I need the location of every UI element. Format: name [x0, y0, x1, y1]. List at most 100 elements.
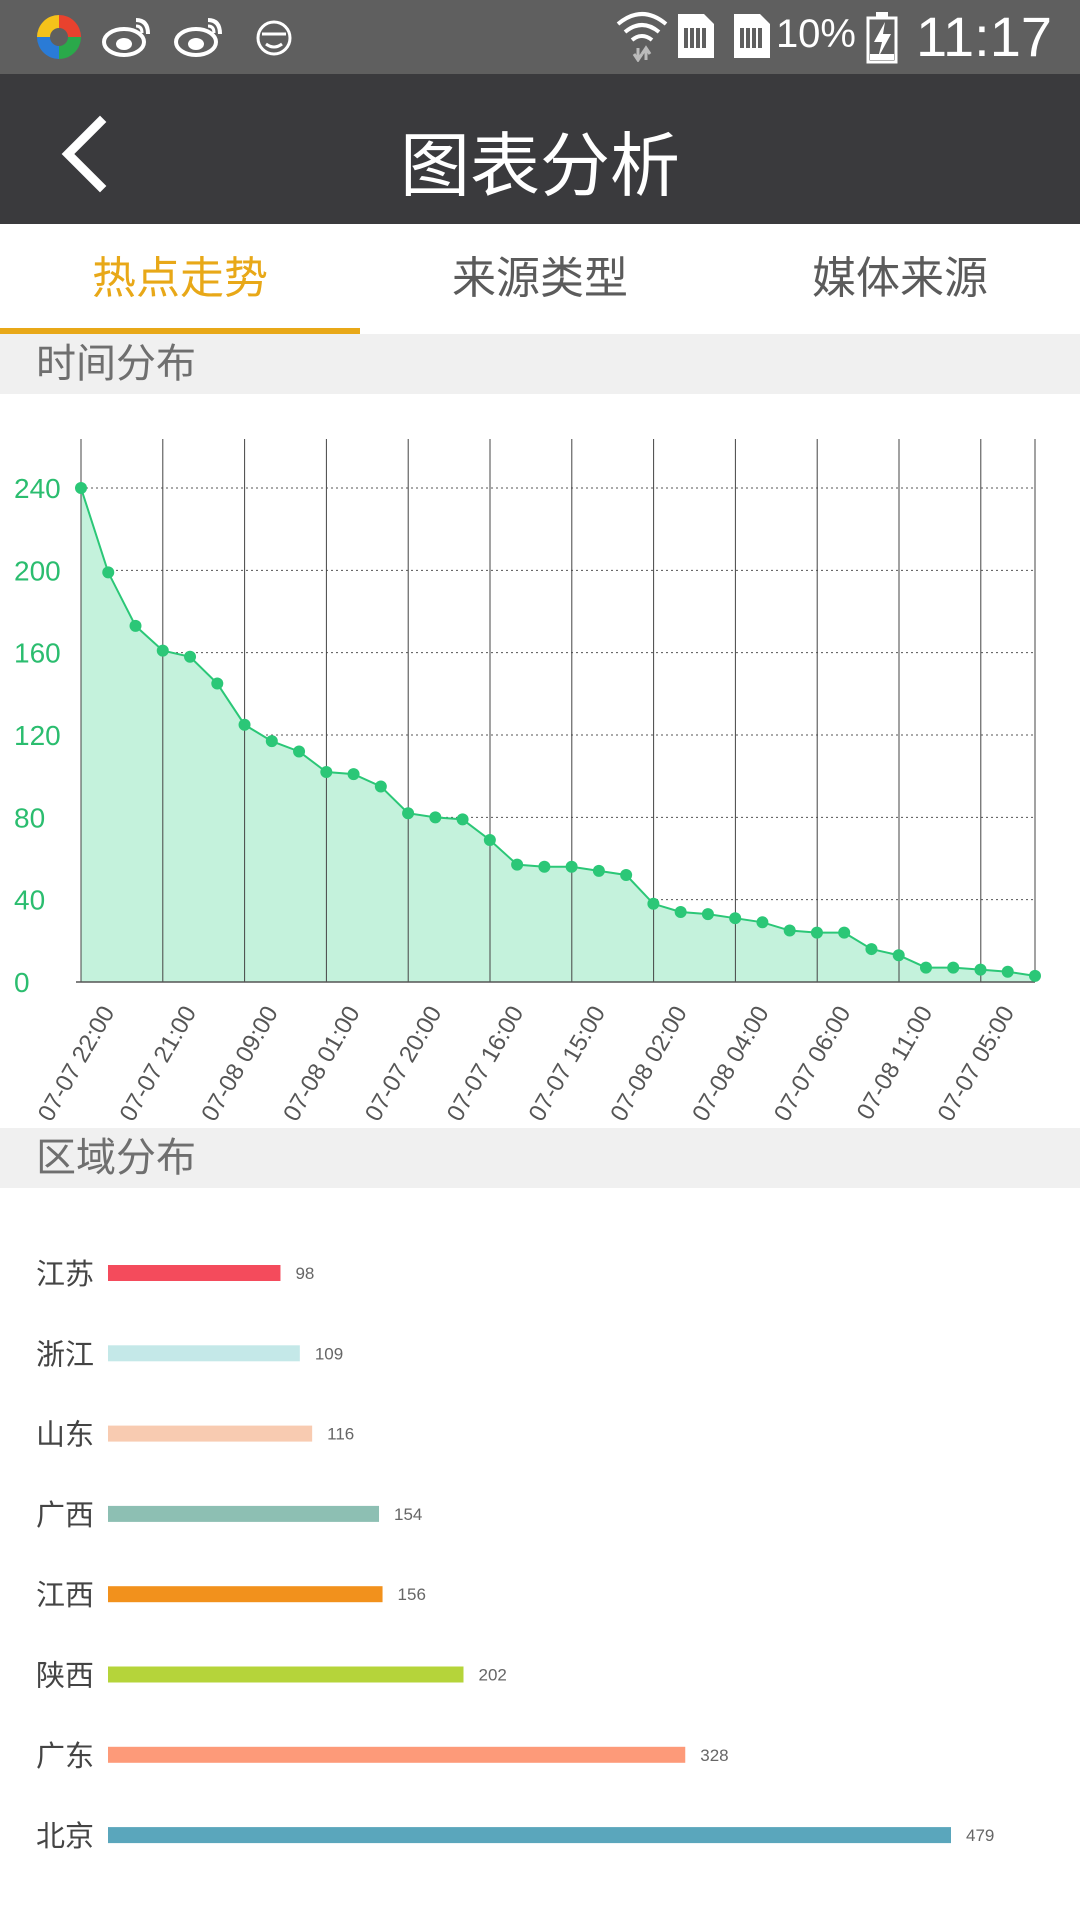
bar-value-label: 156: [398, 1585, 426, 1604]
x-tick-label: 07-07 20:00: [360, 1002, 447, 1126]
bar-category-label: 广西: [36, 1498, 94, 1532]
data-point: [374, 780, 387, 793]
section-header-time: 时间分布: [0, 334, 1080, 394]
data-point: [102, 566, 115, 579]
x-tick-label: 07-07 06:00: [769, 1002, 856, 1126]
data-point: [620, 868, 633, 881]
y-tick-label: 240: [14, 473, 61, 504]
bar-category-label: 浙江: [36, 1337, 94, 1371]
bar: [108, 1666, 464, 1683]
app-bar: 图表分析: [0, 74, 1080, 224]
area-fill: [81, 488, 1035, 982]
tab-bar: 热点走势 来源类型 媒体来源: [0, 224, 1080, 335]
bar-value-label: 98: [295, 1264, 314, 1283]
data-point: [511, 858, 524, 871]
x-tick-label: 07-08 09:00: [196, 1002, 283, 1126]
bar-category-label: 陕西: [36, 1659, 94, 1693]
data-point: [1029, 969, 1041, 982]
data-point: [565, 860, 578, 873]
data-point: [483, 833, 496, 846]
data-point: [838, 926, 851, 939]
x-tick-label: 07-08 04:00: [687, 1002, 774, 1126]
data-point: [592, 864, 605, 877]
bar: [108, 1505, 380, 1522]
data-point: [1001, 965, 1014, 978]
section-header-region: 区域分布: [0, 1128, 1080, 1188]
y-tick-label: 160: [14, 638, 61, 669]
weibo-icon: [174, 18, 222, 57]
bar: [108, 1345, 300, 1362]
data-point: [456, 813, 469, 826]
bar-category-label: 江西: [36, 1578, 94, 1612]
bar: [108, 1746, 686, 1763]
data-point: [75, 482, 87, 494]
bar-value-label: 109: [315, 1344, 343, 1363]
chevron-left-icon: [61, 115, 107, 193]
data-point: [701, 908, 714, 921]
bar-value-label: 154: [394, 1505, 422, 1524]
data-point: [810, 926, 823, 939]
bar-category-label: 广东: [36, 1739, 94, 1773]
data-point: [729, 912, 742, 925]
bar-value-label: 479: [966, 1826, 994, 1845]
data-point: [156, 644, 169, 657]
bar: [108, 1827, 951, 1844]
data-point: [320, 766, 333, 779]
data-point: [347, 768, 360, 781]
data-point: [974, 963, 987, 976]
y-tick-label: 80: [14, 802, 45, 833]
page-title: 图表分析: [400, 125, 680, 207]
data-point: [184, 650, 197, 663]
bar: [108, 1265, 281, 1281]
bar: [108, 1425, 313, 1442]
bar-value-label: 328: [700, 1746, 728, 1765]
data-point: [211, 677, 224, 690]
x-tick-label: 07-07 22:00: [33, 1002, 120, 1126]
battery-percent: 10%: [775, 12, 856, 56]
x-tick-label: 07-07 15:00: [524, 1002, 611, 1126]
data-point: [947, 961, 960, 974]
wifi-icon: [616, 12, 668, 62]
data-point: [129, 619, 142, 632]
y-tick-label: 120: [14, 720, 61, 751]
bar: [108, 1586, 383, 1603]
tab-indicator: [0, 328, 360, 334]
status-bar: 10% 11:17: [0, 0, 1080, 74]
app-icon: [37, 15, 81, 59]
data-point: [892, 949, 905, 962]
data-point: [919, 961, 932, 974]
sim-icon: [734, 14, 770, 58]
y-tick-label: 200: [14, 555, 61, 586]
y-tick-label: 0: [14, 967, 30, 998]
tab-hot-trend[interactable]: 热点走势: [92, 253, 268, 304]
back-button[interactable]: [50, 114, 120, 194]
region-distribution-chart: 江苏 98 浙江 109 山东 116 广西 154 江西 156 陕西 202 广东 328 北京 479: [36, 1257, 994, 1853]
battery-charging-icon: [866, 12, 898, 64]
bar-category-label: 山东: [36, 1418, 94, 1452]
data-point: [238, 718, 251, 731]
bar-category-label: 北京: [36, 1819, 94, 1853]
weibo-icon: [102, 18, 150, 57]
data-point: [674, 906, 687, 919]
tab-source-type[interactable]: 来源类型: [452, 253, 628, 304]
x-tick-label: 07-08 01:00: [278, 1002, 365, 1126]
data-point: [647, 897, 660, 910]
data-point: [429, 811, 442, 824]
y-tick-label: 40: [14, 885, 45, 916]
bar-category-label: 江苏: [36, 1257, 94, 1291]
x-tick-label: 07-08 11:00: [852, 1002, 939, 1125]
x-tick-label: 07-07 21:00: [115, 1002, 202, 1126]
data-point: [865, 943, 878, 956]
sim-icon: [678, 14, 714, 58]
data-point: [756, 916, 769, 929]
data-point: [783, 924, 796, 937]
data-point: [538, 860, 551, 873]
x-tick-label: 07-07 16:00: [442, 1002, 529, 1126]
x-tick-label: 07-07 05:00: [933, 1002, 1020, 1126]
clock: 11:17: [916, 5, 1052, 68]
bar-value-label: 202: [479, 1666, 507, 1685]
face-icon: [256, 20, 292, 56]
data-point: [293, 745, 306, 758]
tab-media-source[interactable]: 媒体来源: [812, 253, 988, 304]
